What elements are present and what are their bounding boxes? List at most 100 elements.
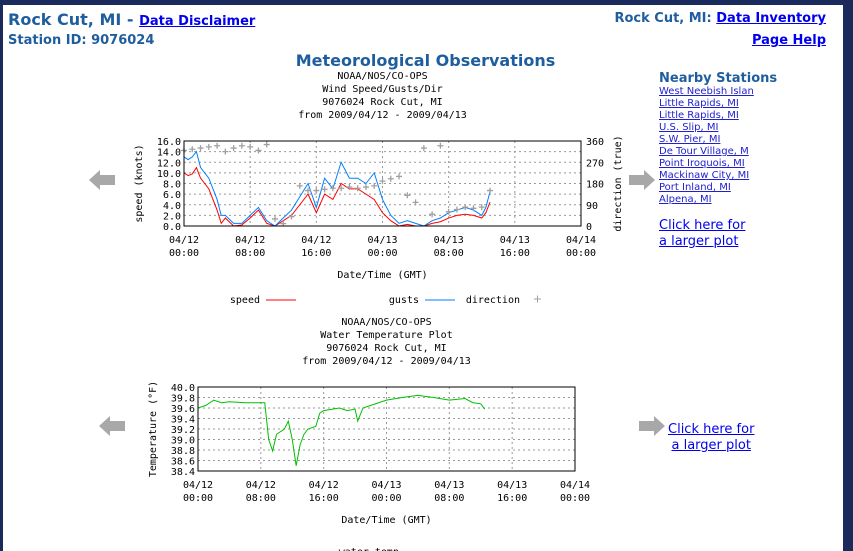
larger-plot-link-wind[interactable]: Click here for a larger plot (659, 218, 746, 249)
y-tick-label: 16.0 (157, 137, 181, 148)
y-tick-label: 39.4 (171, 415, 195, 426)
x-tick-label: 04/14 (560, 480, 590, 491)
x-axis-label: Date/Time (GMT) (341, 515, 431, 526)
water-temp-chart[interactable]: NOAA/NOS/CO-OPS Water Temperature Plot 907… (133, 313, 633, 551)
direction-point (271, 215, 278, 222)
x-tick-label: 04/13 (434, 480, 464, 491)
wind-chart[interactable]: NOAA/NOS/CO-OPS Wind Speed/Gusts/Dir 90760… (120, 67, 640, 312)
nearby-station-link[interactable]: Point Iroquois, MI (659, 158, 745, 169)
x-tick-label: 04/12 (169, 235, 199, 246)
x-tick-label: 04/13 (371, 480, 401, 491)
x-tick-label: 04/12 (183, 480, 213, 491)
nearby-station-link[interactable]: Port Inland, MI (659, 182, 731, 193)
y2-tick-label: 0 (586, 222, 592, 233)
chart-title-line: NOAA/NOS/CO-OPS (341, 317, 431, 328)
direction-point (288, 213, 295, 220)
y2-axis-label: direction (true) (613, 135, 624, 231)
x-tick-label: 16:00 (497, 493, 527, 504)
direction-point (445, 208, 452, 215)
inventory-prefix: Rock Cut, MI: (614, 11, 712, 26)
y-axis-label: Temperature (°F) (148, 381, 159, 477)
gusts-line (183, 150, 491, 227)
direction-point (222, 148, 229, 155)
x-tick-label: 04/12 (301, 235, 331, 246)
nearby-station-link[interactable]: De Tour Village, M (659, 146, 749, 157)
data-inventory-link[interactable]: Data Inventory (716, 11, 826, 26)
direction-point (205, 143, 212, 150)
station-name: Rock Cut, MI - (8, 10, 134, 29)
left-arrow-icon[interactable] (89, 170, 115, 190)
direction-point (379, 178, 386, 185)
plot-frame (197, 386, 576, 472)
y-tick-label: 38.6 (171, 457, 195, 468)
page-title: Meteorological Observations (295, 51, 556, 70)
station-id: Station ID: 9076024 (8, 33, 155, 48)
nearby-station-link[interactable]: Little Rapids, MI (659, 98, 739, 109)
page: Rock Cut, MI - Data Disclaimer Station I… (3, 5, 843, 551)
right-arrow-icon[interactable] (629, 170, 655, 190)
x-tick-label: 08:00 (434, 493, 464, 504)
legend-marker (534, 295, 541, 303)
x-tick-label: 04/13 (367, 235, 397, 246)
direction-point (338, 185, 345, 192)
y-tick-label: 0.0 (163, 222, 181, 233)
nearby-station-link[interactable]: Little Rapids, MI (659, 110, 739, 121)
right-arrow-icon[interactable] (639, 416, 665, 436)
direction-point (313, 187, 320, 194)
chart-title-line: from 2009/04/12 - 2009/04/13 (302, 356, 471, 367)
direction-point (429, 211, 436, 218)
inventory-heading: Rock Cut, MI: Data Inventory (614, 11, 826, 26)
nearby-station-link[interactable]: West Neebish Islan (659, 86, 754, 97)
data-disclaimer-link[interactable]: Data Disclaimer (139, 14, 256, 29)
y-tick-label: 39.6 (171, 404, 195, 415)
direction-point (329, 185, 336, 192)
chart-title-line: NOAA/NOS/CO-OPS (337, 71, 427, 82)
direction-point (296, 182, 303, 189)
direction-point (230, 145, 237, 152)
x-tick-label: 04/12 (246, 480, 276, 491)
nearby-station-link[interactable]: Alpena, MI (659, 194, 712, 205)
direction-point (420, 145, 427, 152)
x-tick-label: 00:00 (367, 248, 397, 259)
direction-point (362, 184, 369, 191)
x-tick-label: 00:00 (371, 493, 401, 504)
y-axis-label: speed (knots) (134, 144, 145, 222)
x-axis-label: Date/Time (GMT) (337, 270, 427, 281)
direction-point (189, 146, 196, 153)
direction-point (197, 145, 204, 152)
direction-point (371, 182, 378, 189)
x-tick-label: 16:00 (500, 248, 530, 259)
chart-title-line: Wind Speed/Gusts/Dir (322, 84, 442, 95)
x-tick-label: 16:00 (301, 248, 331, 259)
y-tick-label: 12.0 (157, 158, 181, 169)
y2-tick-label: 360 (586, 137, 604, 148)
y-tick-label: 40.0 (171, 383, 195, 394)
legend-label: direction (466, 295, 520, 306)
direction-point (214, 142, 221, 149)
nearby-station-link[interactable]: Mackinaw City, MI (659, 170, 750, 181)
x-tick-label: 00:00 (183, 493, 213, 504)
direction-point (487, 187, 494, 194)
page-help-link[interactable]: Page Help (751, 33, 826, 48)
y-tick-label: 39.2 (171, 425, 195, 436)
direction-point (387, 175, 394, 182)
x-tick-label: 08:00 (246, 493, 276, 504)
direction-point (354, 185, 361, 192)
nearby-stations: Nearby Stations West Neebish Islan Little… (659, 71, 777, 250)
chart-title-line: 9076024 Rock Cut, MI (326, 343, 446, 354)
nearby-station-link[interactable]: S.W. Pier, MI (659, 134, 721, 145)
nearby-station-link[interactable]: U.S. Slip, MI (659, 122, 719, 133)
direction-point (437, 142, 444, 149)
larger-plot-link-water[interactable]: Click here for a larger plot (668, 422, 755, 453)
legend-label: water temp. (339, 547, 405, 551)
chart-title-line: 9076024 Rock Cut, MI (322, 97, 442, 108)
x-tick-label: 08:00 (434, 248, 464, 259)
x-tick-label: 04/14 (566, 235, 596, 246)
direction-point (453, 206, 460, 213)
direction-point (478, 204, 485, 211)
direction-point (321, 186, 328, 193)
x-tick-label: 00:00 (169, 248, 199, 259)
x-tick-label: 16:00 (309, 493, 339, 504)
x-tick-label: 04/13 (500, 235, 530, 246)
left-arrow-icon[interactable] (99, 416, 125, 436)
